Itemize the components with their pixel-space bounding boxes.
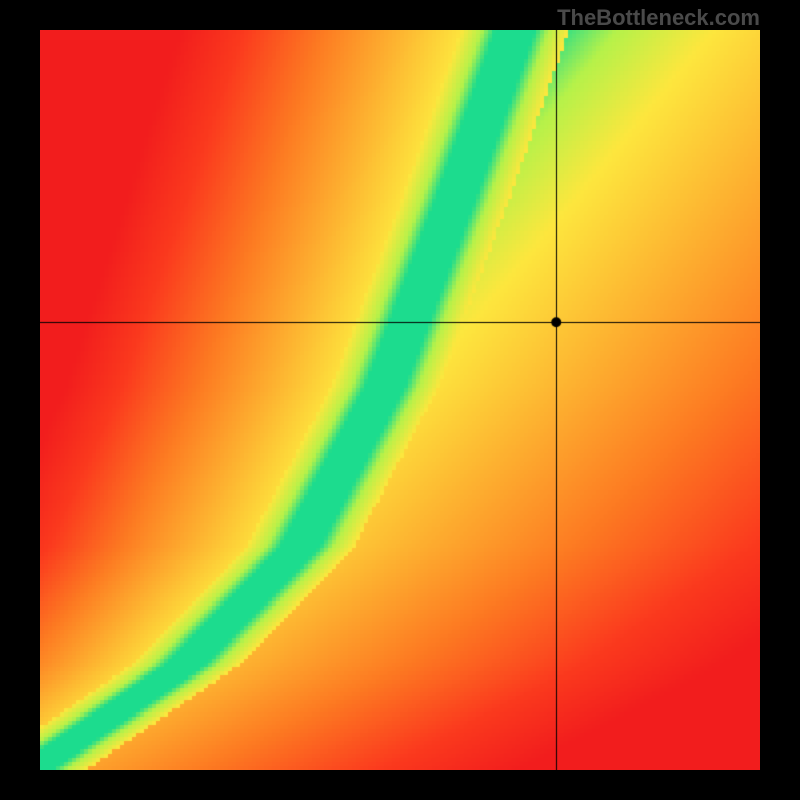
chart-frame: TheBottleneck.com bbox=[0, 0, 800, 800]
bottleneck-heatmap bbox=[40, 30, 760, 770]
watermark-text: TheBottleneck.com bbox=[557, 5, 760, 31]
